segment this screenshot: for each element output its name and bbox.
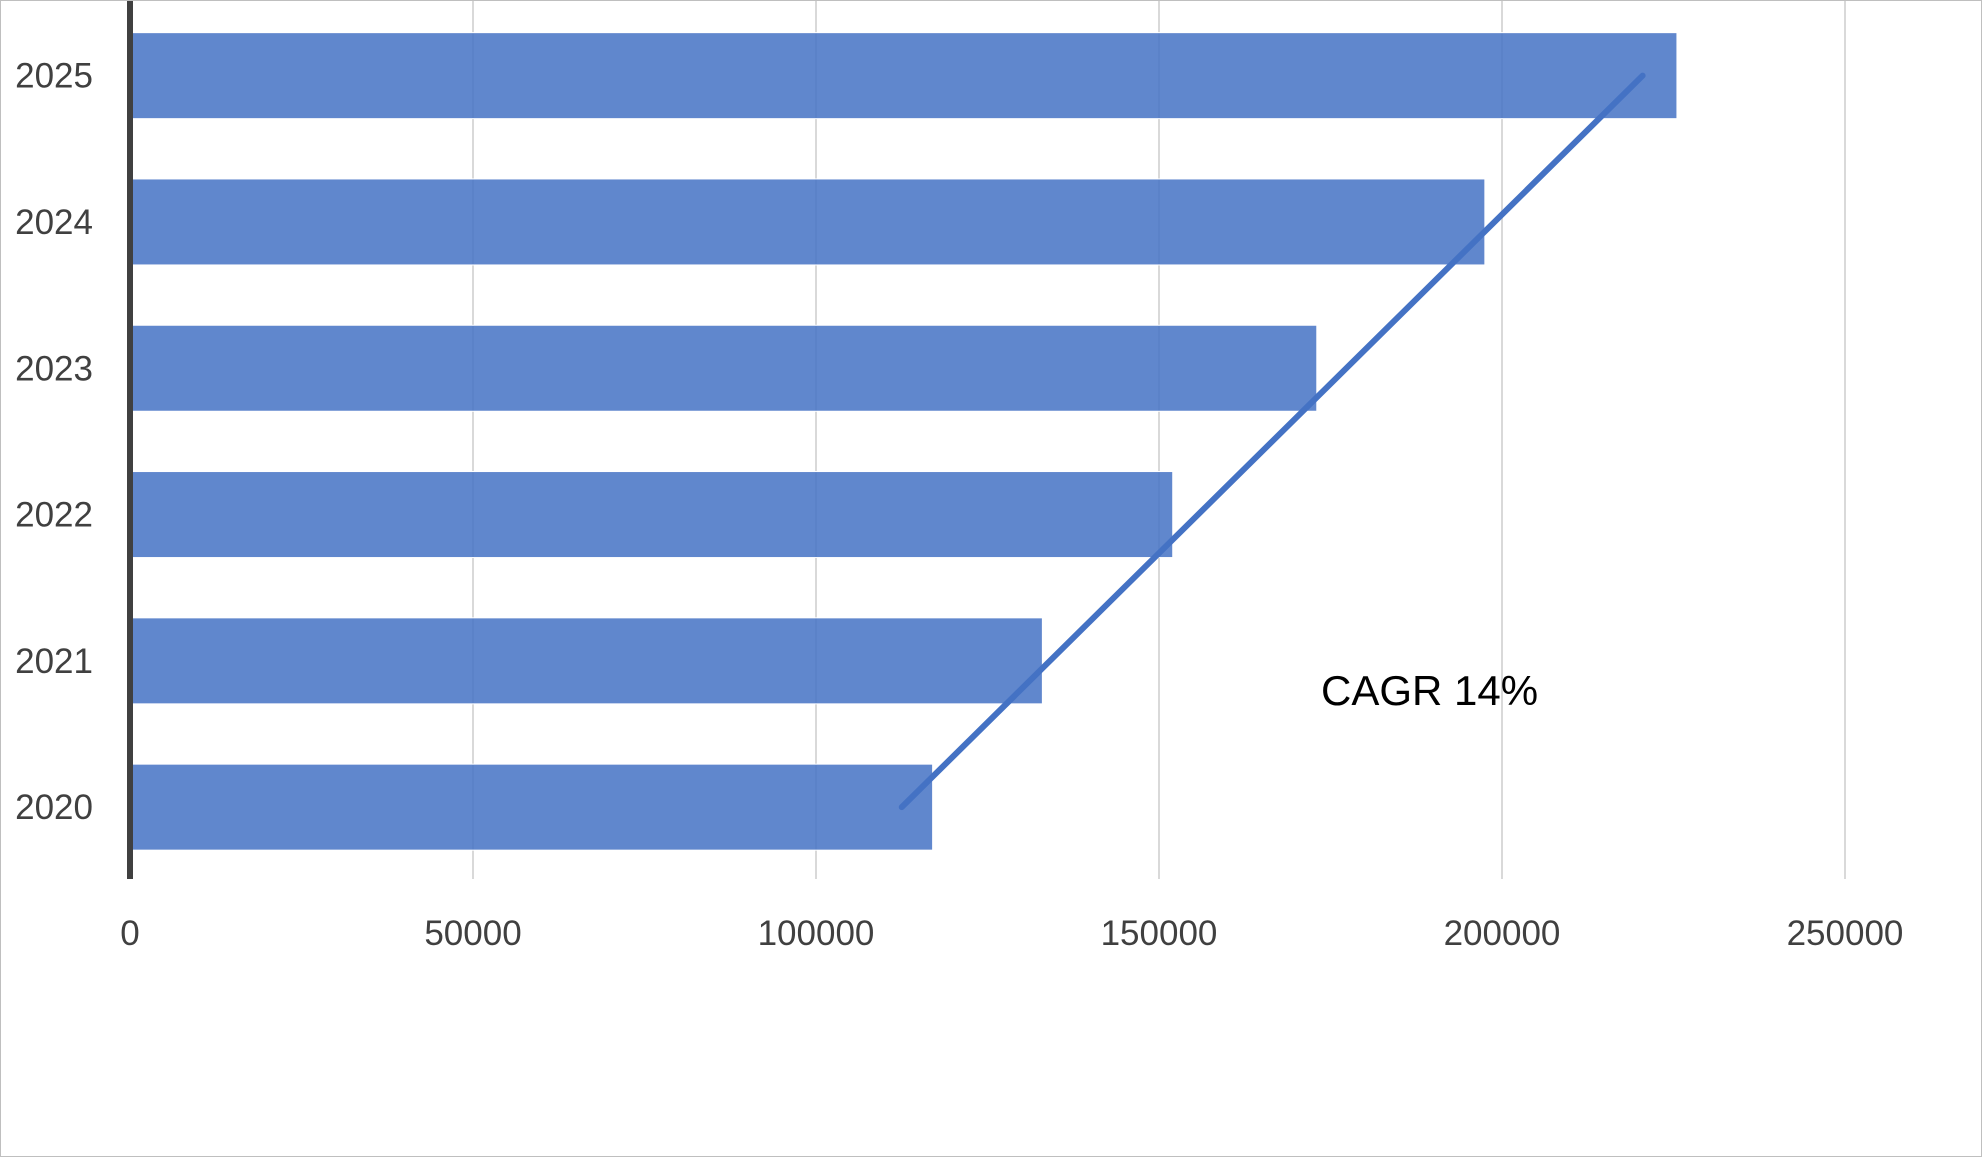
bar-layer xyxy=(129,32,1678,851)
y-tick-label: 2023 xyxy=(15,349,93,388)
bar-2025 xyxy=(129,32,1678,120)
bar-2022 xyxy=(129,471,1174,559)
bar-2021 xyxy=(129,617,1043,705)
x-tick-label: 50000 xyxy=(424,914,521,953)
bar-2024 xyxy=(129,178,1486,266)
x-tick-label: 100000 xyxy=(758,914,875,953)
cagr-trend-line xyxy=(898,72,1646,811)
y-tick-label: 2025 xyxy=(15,57,93,96)
x-tick-label: 0 xyxy=(120,914,139,953)
x-tick-label: 200000 xyxy=(1444,914,1561,953)
grid-layer xyxy=(472,1,1846,879)
cagr-annotation: CAGR 14% xyxy=(1321,667,1538,714)
bar-2020 xyxy=(129,763,934,851)
y-tick-label: 2022 xyxy=(15,496,93,535)
trend-layer xyxy=(898,72,1646,811)
x-tick-label: 150000 xyxy=(1101,914,1218,953)
y-tick-label: 2024 xyxy=(15,203,93,242)
y-tick-label: 2021 xyxy=(15,642,93,681)
y-tick-label: 2020 xyxy=(15,788,93,827)
label-layer: 0 50000 100000 150000 200000 250000 2020 2021 20… xyxy=(15,57,1903,953)
bar-2023 xyxy=(129,324,1318,412)
x-tick-label: 250000 xyxy=(1787,914,1904,953)
